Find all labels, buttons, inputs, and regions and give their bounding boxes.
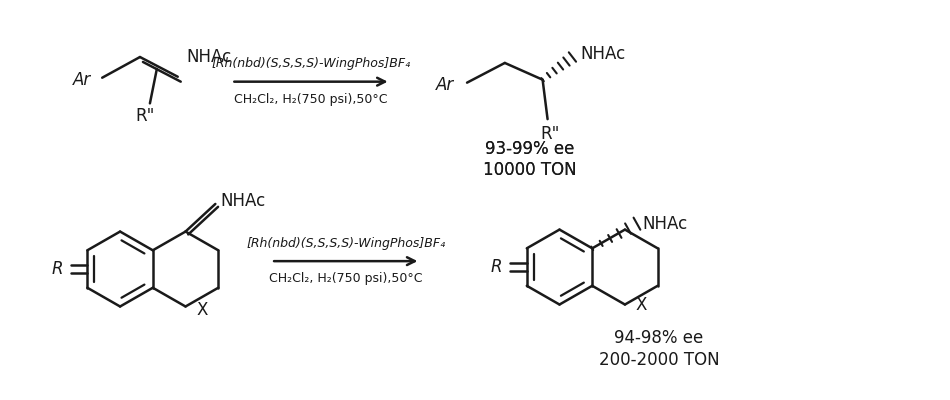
Text: 93-99% ee: 93-99% ee — [485, 140, 575, 158]
Text: CH₂Cl₂, H₂(750 psi),50°C: CH₂Cl₂, H₂(750 psi),50°C — [235, 93, 388, 106]
Text: NHAc: NHAc — [187, 48, 232, 66]
Text: 93-99% ee: 93-99% ee — [485, 140, 575, 158]
Text: [Rh(nbd)(S,S,S,S)-WingPhos]BF₄: [Rh(nbd)(S,S,S,S)-WingPhos]BF₄ — [246, 237, 446, 250]
Text: Ar: Ar — [73, 71, 91, 89]
Text: R: R — [51, 260, 63, 278]
Text: 10000 TON: 10000 TON — [483, 162, 577, 180]
Text: NHAc: NHAc — [642, 215, 687, 233]
Text: 200-2000 TON: 200-2000 TON — [598, 351, 719, 369]
Text: R": R" — [541, 125, 560, 143]
Text: CH₂Cl₂, H₂(750 psi),50°C: CH₂Cl₂, H₂(750 psi),50°C — [269, 272, 423, 285]
Text: [Rh(nbd)(S,S,S,S)-WingPhos]BF₄: [Rh(nbd)(S,S,S,S)-WingPhos]BF₄ — [212, 58, 410, 70]
Text: Ar: Ar — [436, 76, 454, 94]
Text: R: R — [491, 258, 503, 276]
Text: NHAc: NHAc — [580, 45, 626, 63]
Text: 10000 TON: 10000 TON — [483, 162, 577, 180]
Text: NHAc: NHAc — [220, 192, 266, 210]
Text: 94-98% ee: 94-98% ee — [615, 329, 704, 347]
Text: X: X — [636, 296, 647, 314]
Text: X: X — [197, 301, 207, 319]
Text: R": R" — [135, 107, 155, 125]
